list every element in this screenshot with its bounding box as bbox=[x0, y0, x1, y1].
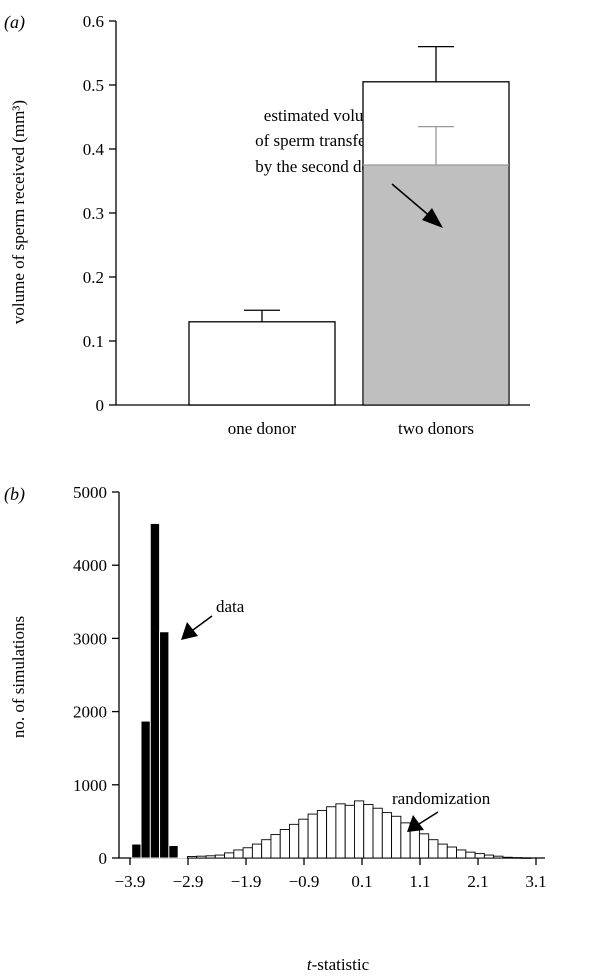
randomization-histogram-bar bbox=[326, 806, 337, 859]
randomization-histogram-bar bbox=[511, 857, 522, 859]
randomization-histogram-bar bbox=[418, 833, 430, 859]
data-histogram-bar bbox=[159, 631, 170, 859]
randomization-histogram-bar bbox=[316, 809, 328, 859]
bar bbox=[188, 321, 336, 406]
randomization-histogram-bar bbox=[474, 853, 485, 859]
panel-a-annotation: estimated volume of sperm transferred by… bbox=[255, 106, 393, 176]
randomization-histogram-bar bbox=[437, 843, 448, 859]
randomization-histogram-bar bbox=[242, 847, 253, 859]
x-tick-label: 0.1 bbox=[351, 872, 372, 891]
annotation-arrow bbox=[391, 183, 433, 219]
randomization-histogram-bar bbox=[409, 828, 420, 859]
randomization-histogram-bar bbox=[391, 815, 402, 859]
panel-b-xlabel: t-statistic bbox=[307, 955, 370, 974]
randomization-histogram-bar bbox=[456, 849, 467, 859]
chart-a: 0 0.1 0.2 0.3 0.4 0.5 0.6 one donor two donors bbox=[83, 12, 530, 438]
x-tick-label: −0.9 bbox=[289, 872, 320, 891]
data-arrowhead bbox=[181, 622, 198, 640]
data-arrow bbox=[192, 615, 213, 631]
y-tick-label: 5000 bbox=[73, 483, 107, 502]
randomization-histogram-bar bbox=[270, 834, 281, 859]
randomization-histogram-bar bbox=[224, 852, 235, 859]
data-histogram-bar bbox=[131, 843, 142, 859]
randomization-histogram-bar bbox=[363, 804, 374, 859]
randomization-histogram-bar bbox=[186, 856, 198, 859]
panel-b-label: (b) bbox=[4, 484, 25, 505]
y-tick-label: 0 bbox=[96, 396, 105, 415]
panel-b-ylabel: no. of simulations bbox=[9, 616, 28, 738]
xlabel-italic-part: t bbox=[307, 955, 313, 974]
x-tick-label: 3.1 bbox=[525, 872, 546, 891]
panel-a-ylabel: volume of sperm received (mm³) bbox=[9, 100, 28, 324]
randomization-histogram-bar bbox=[251, 843, 263, 859]
xlabel-rest-part: -statistic bbox=[312, 955, 370, 974]
randomization-histogram-bar bbox=[289, 823, 300, 859]
randomization-histogram-bar bbox=[381, 812, 393, 859]
annotation-line-2: of sperm transferred bbox=[255, 131, 393, 150]
randomization-histogram-bar bbox=[465, 851, 476, 859]
y-tick-label: 0.2 bbox=[83, 268, 104, 287]
x-tick-label: 2.1 bbox=[467, 872, 488, 891]
x-tick-label: −2.9 bbox=[173, 872, 204, 891]
x-tick-label: 1.1 bbox=[409, 872, 430, 891]
randomization-histogram-bar bbox=[307, 813, 318, 859]
y-tick-label: 2000 bbox=[73, 703, 107, 722]
y-tick-label: 0.4 bbox=[83, 140, 105, 159]
data-histogram-bar bbox=[177, 856, 188, 859]
randomization-histogram-bar bbox=[196, 855, 207, 859]
randomization-histogram-bar bbox=[502, 856, 513, 859]
annotation-data: data bbox=[216, 597, 245, 616]
randomization-histogram-bar bbox=[344, 804, 355, 859]
y-tick-label: 4000 bbox=[73, 556, 107, 575]
y-tick-label: 3000 bbox=[73, 629, 107, 648]
randomization-histogram-bar bbox=[493, 855, 504, 859]
x-tick-label: −1.9 bbox=[231, 872, 262, 891]
annotation-randomization: randomization bbox=[392, 789, 491, 808]
randomization-histogram-bar bbox=[372, 807, 383, 859]
randomization-histogram-bar bbox=[483, 854, 495, 859]
panel-a-label: (a) bbox=[4, 12, 25, 33]
x-category-label: two donors bbox=[398, 419, 474, 438]
x-category-label: one donor bbox=[228, 419, 297, 438]
randomization-histogram-bar bbox=[354, 800, 365, 859]
second-donor-bar bbox=[363, 165, 509, 405]
y-tick-label: 0.6 bbox=[83, 12, 104, 31]
randomization-histogram-bar bbox=[233, 849, 244, 859]
y-tick-label: 0.1 bbox=[83, 332, 104, 351]
data-histogram-bar bbox=[168, 845, 179, 859]
randomization-histogram-bar bbox=[279, 829, 290, 859]
annotation-line-3: by the second donor bbox=[255, 157, 393, 176]
y-tick-label: 0.5 bbox=[83, 76, 104, 95]
randomization-histogram-bar bbox=[428, 839, 439, 859]
annotation-arrowhead bbox=[422, 208, 443, 228]
randomization-histogram-bar bbox=[298, 818, 309, 859]
randomization-histogram-bar bbox=[335, 803, 346, 859]
randomization-arrowhead bbox=[407, 815, 424, 832]
y-tick-label: 1000 bbox=[73, 776, 107, 795]
randomization-arrow bbox=[418, 811, 439, 825]
chart-b: 0 1000 2000 3000 4000 5000 −3.9 −2.9 −1.9 −0.9 0.1… bbox=[73, 483, 547, 891]
y-tick-label: 0 bbox=[99, 849, 108, 868]
data-histogram-bar bbox=[149, 523, 161, 859]
randomization-histogram-bar bbox=[446, 846, 457, 859]
y-tick-label: 0.3 bbox=[83, 204, 104, 223]
data-histogram-bar bbox=[140, 720, 151, 859]
randomization-histogram-bar bbox=[205, 855, 216, 859]
annotation-line-1: estimated volume bbox=[264, 106, 384, 125]
randomization-histogram-bar bbox=[214, 854, 225, 859]
x-tick-label: −3.9 bbox=[115, 872, 146, 891]
randomization-histogram-bar bbox=[521, 857, 532, 859]
randomization-histogram-bar bbox=[261, 839, 272, 859]
